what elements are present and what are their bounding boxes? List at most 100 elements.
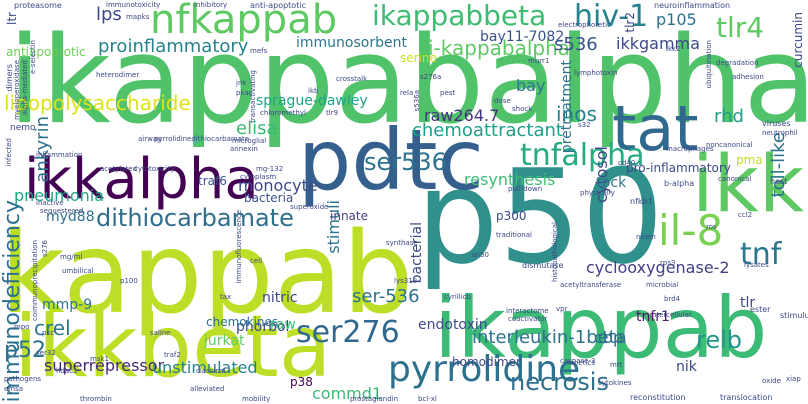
word: traf6 <box>198 174 227 188</box>
word: s276a <box>420 73 442 81</box>
word: thrombin <box>80 395 112 403</box>
word: sprague-dawley <box>256 93 368 109</box>
word: ankyrin <box>32 116 53 183</box>
word: viruses <box>762 119 791 128</box>
word: mg/ml <box>60 253 83 261</box>
word: homodimer <box>452 355 521 369</box>
word: hdac1 <box>56 367 78 375</box>
word: dose <box>494 97 511 105</box>
word: nitric <box>262 290 298 306</box>
word: nik <box>676 359 697 375</box>
word: s536 <box>554 34 598 55</box>
word: superrepressor <box>44 356 165 375</box>
word: crel <box>34 316 71 340</box>
word: neem <box>636 233 656 241</box>
word: noncanonical <box>706 141 753 149</box>
word: cytotoxicity <box>134 165 175 173</box>
word: p38 <box>290 375 313 389</box>
word: tlr <box>740 295 756 311</box>
word: microglial <box>232 137 267 145</box>
word: superoxide <box>290 203 329 211</box>
word: coimmunoprecipitation <box>31 240 39 321</box>
word: anti-apoptotic <box>250 1 306 10</box>
word: bacteria <box>244 191 294 205</box>
word: cbp <box>594 328 624 347</box>
word: antiapoptotic <box>6 45 86 59</box>
word: tpck <box>596 175 627 191</box>
word: ser32 <box>36 349 56 357</box>
word: acetylated <box>100 165 138 173</box>
word: bcl-xl <box>418 395 437 403</box>
word: resynthesis <box>464 170 556 189</box>
word: rps3 <box>660 259 676 267</box>
word: chemokines <box>206 315 279 329</box>
word: commd1 <box>312 384 383 403</box>
word: tnfr1 <box>636 309 670 325</box>
word: i-kappabalpha <box>428 36 571 60</box>
word: immunodeficiency <box>0 200 25 403</box>
word: synthase <box>386 239 418 247</box>
word: monocyte <box>238 176 318 195</box>
word: saline <box>150 329 171 337</box>
word: ikappab <box>434 279 768 377</box>
word: mefs <box>250 47 268 55</box>
word: rhd <box>714 106 744 127</box>
word: pdtc <box>298 111 484 209</box>
word: ikappabalpha <box>8 12 808 151</box>
word: coactivator <box>508 315 548 323</box>
word: microbial <box>646 281 679 289</box>
word: physically <box>580 189 615 197</box>
word: alpha-mediated <box>21 60 29 116</box>
word: airway <box>138 135 162 143</box>
word: interleukin-1beta <box>472 327 627 348</box>
word: pma <box>736 153 763 167</box>
word: cell <box>250 257 263 265</box>
word: pkc <box>42 329 55 337</box>
word: necrosis <box>510 368 609 396</box>
word: ikappabbeta <box>372 0 547 32</box>
word: prostaglandin <box>350 395 399 403</box>
word: hiv-1 <box>574 0 649 34</box>
word: mpo <box>14 323 30 331</box>
word: reconstitution <box>630 393 686 402</box>
word: il-8 <box>658 206 724 255</box>
word: ikb <box>308 87 319 95</box>
word: ester <box>750 305 771 314</box>
word: bacterial <box>409 222 425 284</box>
word: ikkbeta <box>14 297 332 397</box>
word: serine <box>400 51 437 65</box>
word: pyrrolidinedithiocarbamate <box>154 135 250 143</box>
word: phorbol <box>236 319 290 335</box>
word: cytoplasm <box>240 173 277 181</box>
word: e-selectin <box>29 40 37 75</box>
word: raw <box>270 317 296 333</box>
word: ikkgamma <box>616 34 700 53</box>
word: ubiquitination <box>705 40 713 89</box>
word: bay <box>516 76 546 95</box>
word: murr1 <box>528 57 550 65</box>
word: ccl2 <box>738 211 753 219</box>
word: shock <box>512 105 533 113</box>
word: canonical <box>718 175 752 183</box>
word: mapks <box>126 13 150 21</box>
word: oxide <box>762 377 781 385</box>
word: degradation <box>716 59 759 67</box>
word: pathogens <box>4 375 42 383</box>
word: raw264.7 <box>424 106 500 125</box>
word: histopathological <box>551 222 559 282</box>
word: ikk2 <box>666 45 681 53</box>
word: transactivating <box>249 70 257 123</box>
word: p50 <box>416 141 664 293</box>
word: brd4 <box>664 295 681 303</box>
word: s276 <box>41 240 49 258</box>
word: dismutase <box>522 261 564 270</box>
word: p105 <box>656 10 697 29</box>
word: tlr4 <box>716 11 765 44</box>
word: mobility <box>242 395 271 403</box>
word: dithiocarbamate <box>96 204 294 232</box>
word: classical <box>196 367 226 375</box>
word: immunofluorescence <box>235 210 243 284</box>
word: traditional <box>496 231 532 239</box>
word: acetyltransferase <box>560 281 622 289</box>
